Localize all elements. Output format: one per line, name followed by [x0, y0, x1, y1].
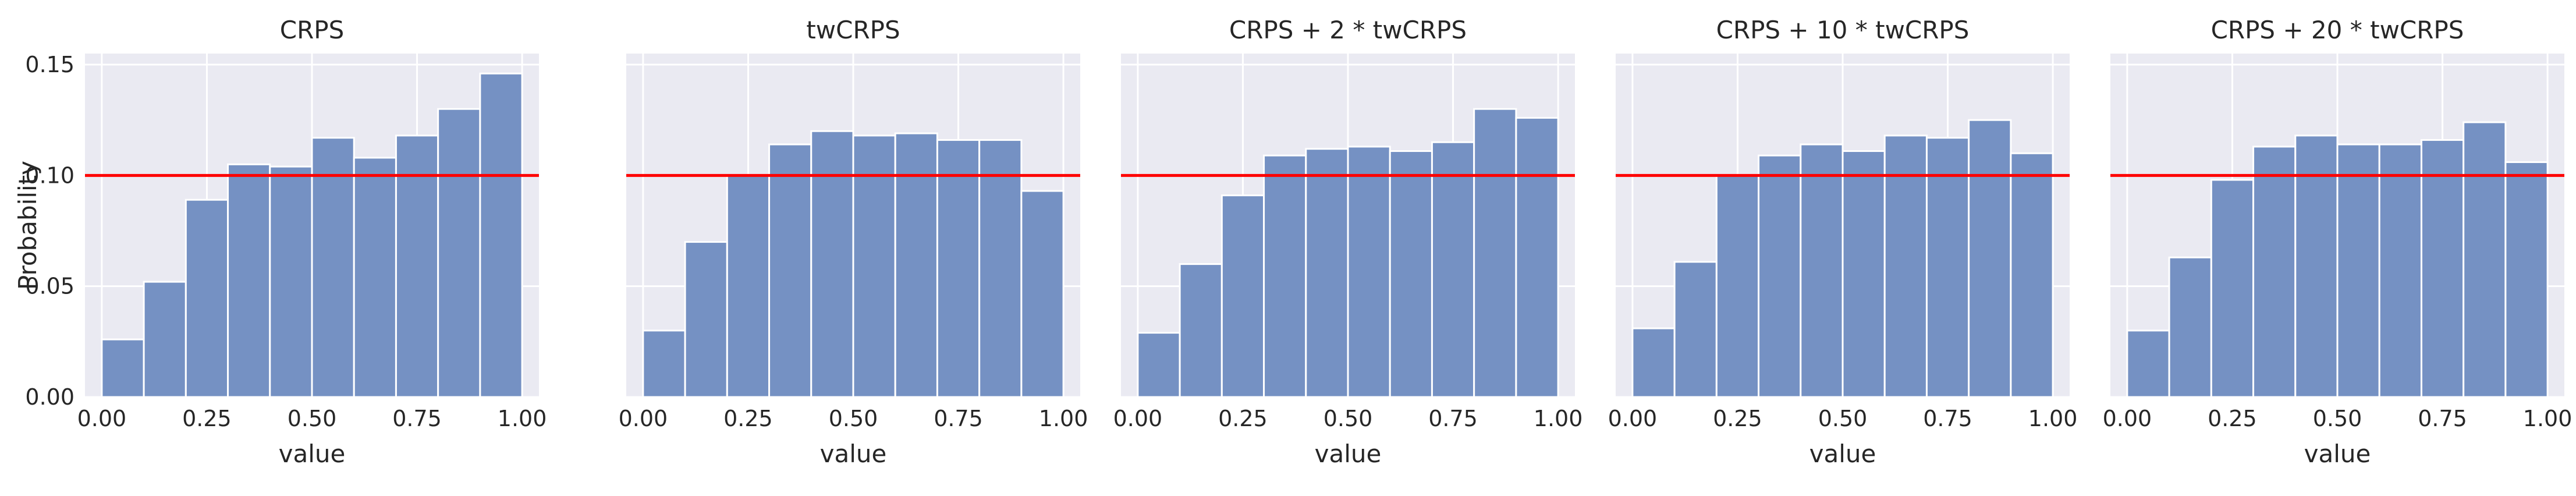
histogram-bar: [1347, 146, 1391, 398]
x-tick-label: 0.75: [392, 406, 442, 431]
panel-5: CRPS + 20 * twCRPS 0.00 0.25 0.50 0.75 1.00 va…: [2103, 16, 2573, 468]
x-tick-label: 1.00: [1039, 406, 1088, 431]
histogram-bar: [810, 130, 854, 398]
histogram-bar: [2210, 179, 2255, 398]
histogram-bar: [852, 134, 896, 398]
histogram-bar: [1968, 119, 2012, 398]
histogram-bar: [2336, 143, 2380, 398]
histogram-bar: [2378, 143, 2422, 398]
histogram-bar: [143, 281, 187, 398]
x-tick-label: 0.75: [1923, 406, 1972, 431]
histogram-bar: [1673, 261, 1718, 398]
histogram-bar: [184, 199, 229, 398]
x-tick-label: 0.50: [2313, 406, 2362, 431]
histogram-bar: [1389, 150, 1433, 398]
x-tick-label: 0.50: [1818, 406, 1868, 431]
histogram-bar: [2252, 146, 2297, 398]
x-tick-label: 0.50: [829, 406, 878, 431]
x-tick-label: 0.75: [934, 406, 983, 431]
x-tick-label: 0.00: [1608, 406, 1658, 431]
histogram-bar: [2168, 256, 2212, 398]
histogram-bar: [1631, 327, 1676, 398]
histogram-bar: [2294, 134, 2339, 398]
histogram-bar: [2463, 121, 2507, 398]
histogram-bar: [1305, 148, 1349, 398]
histogram-bar: [1137, 332, 1181, 398]
histogram-bar: [1515, 116, 1559, 398]
x-tick-label: 1.00: [2523, 406, 2573, 431]
histogram-bar: [1883, 134, 1928, 398]
histogram-bar: [1758, 154, 1802, 398]
histogram-bar: [311, 137, 355, 398]
histogram-bar: [437, 108, 481, 398]
panel-1: CRPS 0.00 0.25 0.50 0.75 1.00 value 0.00 0.05 0.1…: [13, 16, 547, 468]
x-tick-label: 0.25: [1713, 406, 1762, 431]
histogram-bar: [894, 132, 938, 398]
histogram-bar: [1473, 108, 1517, 398]
panel-title: CRPS + 20 * twCRPS: [2211, 16, 2464, 44]
histogram-bar: [936, 139, 981, 398]
histogram-bar: [2126, 330, 2170, 398]
histogram-bar: [1020, 190, 1065, 398]
x-tick-label: 1.00: [2028, 406, 2078, 431]
histogram-bar: [353, 157, 397, 398]
histogram-bar: [2420, 139, 2465, 398]
y-tick-label: 0.10: [25, 162, 74, 188]
x-tick-label: 1.00: [498, 406, 547, 431]
x-axis-label: value: [1315, 440, 1382, 468]
x-axis-label: value: [2304, 440, 2371, 468]
histogram-bar: [684, 241, 728, 398]
x-tick-label: 0.50: [288, 406, 337, 431]
histogram-bar: [1220, 194, 1265, 398]
x-tick-label: 0.25: [2208, 406, 2257, 431]
histogram-bar: [395, 134, 439, 398]
panel-title: CRPS + 10 * twCRPS: [1716, 16, 1970, 44]
y-tick-label: 0.00: [25, 384, 74, 410]
histogram-bar: [479, 72, 523, 398]
x-tick-label: 0.00: [77, 406, 127, 431]
histogram-bar: [978, 139, 1023, 398]
panel-title: twCRPS: [806, 16, 900, 44]
x-tick-label: 0.25: [1218, 406, 1268, 431]
x-axis-label: value: [279, 440, 346, 468]
histogram-bar: [1715, 174, 1760, 398]
x-tick-label: 0.50: [1324, 406, 1373, 431]
histogram-bar: [1800, 143, 1844, 398]
histogram-bar: [642, 330, 686, 398]
histogram-bar: [1263, 154, 1307, 398]
y-axis-label: Probability: [13, 161, 42, 290]
histogram-bar: [1431, 141, 1475, 398]
panel-title: CRPS: [280, 16, 345, 44]
panel-3: CRPS + 2 * twCRPS 0.00 0.25 0.50 0.75 1.00 val…: [1113, 16, 1583, 468]
x-tick-label: 0.75: [2418, 406, 2467, 431]
x-tick-label: 0.00: [1113, 406, 1163, 431]
histogram-bar: [2010, 152, 2054, 398]
x-tick-label: 1.00: [1534, 406, 1583, 431]
histogram-bar: [269, 165, 313, 398]
histogram-bar: [1925, 137, 1970, 398]
histogram-bar: [2504, 161, 2549, 398]
histogram-bar: [1841, 150, 1886, 398]
histogram-bar: [726, 174, 771, 398]
panel-title: CRPS + 2 * twCRPS: [1229, 16, 1467, 44]
y-tick-label: 0.15: [25, 52, 74, 77]
x-tick-label: 0.75: [1428, 406, 1478, 431]
y-tick-label: 0.05: [25, 274, 74, 299]
x-tick-label: 0.00: [619, 406, 668, 431]
histogram-bar: [1179, 263, 1223, 398]
x-tick-label: 0.25: [182, 406, 232, 431]
histogram-bar: [227, 163, 271, 398]
x-tick-label: 0.00: [2103, 406, 2152, 431]
x-tick-label: 0.25: [723, 406, 773, 431]
histogram-bar: [768, 143, 812, 398]
panel-4: CRPS + 10 * twCRPS 0.00 0.25 0.50 0.75 1.00 va…: [1608, 16, 2078, 468]
panel-2: twCRPS 0.00 0.25 0.50 0.75 1.00 value: [619, 16, 1088, 468]
x-axis-label: value: [820, 440, 887, 468]
x-axis-label: value: [1809, 440, 1876, 468]
histogram-bar: [101, 338, 145, 398]
